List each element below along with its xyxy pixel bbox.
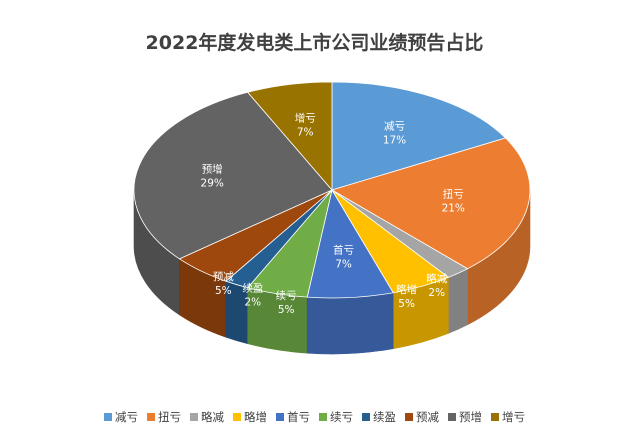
slice-label-name: 预增 [202, 162, 223, 175]
slice-label-name: 略减 [426, 272, 447, 285]
legend-label: 首亏 [287, 410, 310, 424]
legend-swatch [319, 413, 327, 421]
pie-slice-9 [133, 91, 333, 260]
legend-label: 续亏 [330, 410, 353, 424]
slice-label-percent: 7% [335, 259, 352, 271]
legend-label: 预减 [416, 410, 439, 424]
slice-label-name: 续亏 [276, 289, 297, 302]
legend-swatch [405, 413, 413, 421]
legend-swatch [147, 413, 155, 421]
legend-item: 减亏 [104, 409, 138, 425]
legend-item: 预减 [405, 409, 439, 425]
legend-label: 扭亏 [158, 410, 181, 424]
legend-label: 略增 [244, 410, 267, 424]
legend-item: 续盈 [362, 409, 396, 425]
pie-side-3 [448, 268, 468, 334]
legend-swatch [104, 413, 112, 421]
legend-item: 扭亏 [147, 409, 181, 425]
pie-slice-1 [331, 81, 507, 191]
legend-swatch [233, 413, 241, 421]
chart-title: 2022年度发电类上市公司业绩预告占比 [145, 32, 484, 54]
slice-label-percent: 5% [398, 298, 415, 310]
slice-label-percent: 5% [278, 304, 295, 316]
pie-slice-10 [246, 81, 333, 192]
slice-label-percent: 17% [383, 134, 406, 146]
legend-item: 略减 [190, 409, 224, 425]
pie-top-faces [133, 81, 531, 299]
pie-side-5 [306, 292, 394, 355]
legend: 减亏 扭亏 略减 略增 首亏 续亏 续盈 预减 预增 增亏 [0, 409, 629, 425]
slice-label-name: 扭亏 [443, 187, 464, 200]
legend-swatch [448, 413, 456, 421]
slice-label-percent: 29% [201, 177, 224, 189]
slice-label-name: 预减 [213, 271, 234, 283]
pie-slice-2 [331, 137, 531, 270]
slice-label-name: 续盈 [242, 282, 263, 295]
legend-label: 减亏 [115, 410, 138, 424]
slice-label-name: 略增 [396, 283, 417, 296]
legend-label: 预增 [459, 410, 482, 424]
pie-labels: 减亏 17% 扭亏 21% 略减 2% 略增 5% 首亏 7% 续亏 5% 续盈 2% 预减 5% 预增 29% 增… [201, 112, 465, 316]
legend-label: 增亏 [502, 410, 525, 424]
legend-swatch [491, 413, 499, 421]
slice-label-name: 增亏 [295, 112, 316, 125]
slice-label-percent: 5% [215, 285, 232, 297]
legend-swatch [276, 413, 284, 421]
legend-item: 略增 [233, 409, 267, 425]
legend-label: 续盈 [373, 410, 396, 424]
slice-label-name: 减亏 [384, 120, 405, 132]
legend-swatch [362, 413, 370, 421]
slice-label-percent: 7% [297, 127, 314, 139]
legend-item: 预增 [448, 409, 482, 425]
slice-label-percent: 2% [244, 297, 261, 309]
slice-label-name: 首亏 [333, 244, 354, 257]
legend-item: 续亏 [319, 409, 353, 425]
slice-label-percent: 2% [428, 287, 445, 299]
legend-item: 首亏 [276, 409, 310, 425]
slice-label-percent: 21% [442, 202, 465, 214]
legend-item: 增亏 [491, 409, 525, 425]
legend-swatch [190, 413, 198, 421]
legend-label: 略减 [201, 410, 224, 424]
pie-side-walls [133, 189, 531, 355]
